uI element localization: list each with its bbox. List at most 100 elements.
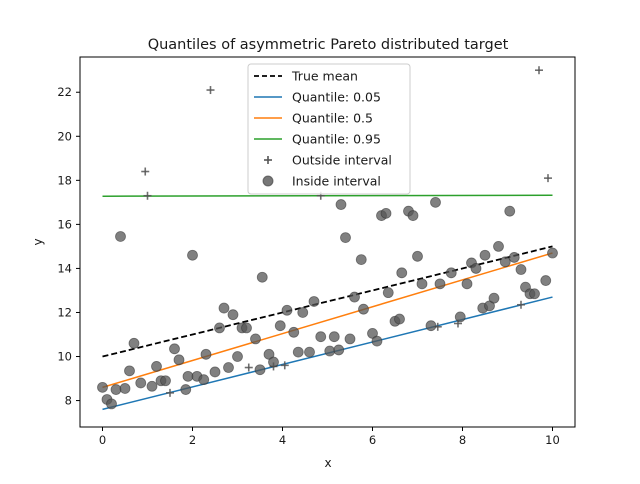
- inside-interval-point: [198, 374, 210, 386]
- outside-interval-point: [535, 66, 543, 75]
- inside-interval-point: [335, 199, 347, 210]
- inside-interval-point: [119, 383, 131, 394]
- inside-interval-point: [382, 287, 394, 299]
- inside-interval-point: [173, 354, 185, 366]
- line-true-mean: [102, 245, 553, 358]
- outside-interval-point: [166, 388, 174, 397]
- inside-interval-point: [256, 271, 268, 283]
- outside-interval-point: [544, 174, 552, 183]
- inside-interval-point: [214, 322, 225, 334]
- inside-interval-point: [281, 304, 293, 316]
- inside-interval-point: [470, 263, 482, 274]
- legend-item-outside-interval: Outside interval: [264, 153, 392, 168]
- legend-item-quantile-0-05: Quantile: 0.05: [254, 90, 381, 105]
- inside-interval-point: [304, 346, 315, 358]
- y-axis-label: y: [31, 238, 45, 245]
- inside-interval-point: [445, 267, 457, 279]
- inside-interval-point: [371, 335, 383, 347]
- inside-interval-point: [358, 303, 369, 315]
- inside-interval-point: [209, 366, 221, 378]
- outside-interval-point: [517, 300, 525, 309]
- inside-interval-point: [349, 291, 360, 303]
- y-tick-label: 16: [57, 217, 72, 231]
- inside-interval-point: [504, 205, 516, 217]
- inside-interval-point: [540, 275, 552, 286]
- legend-item-true-mean: True mean: [254, 69, 358, 84]
- outside-interval-point: [206, 86, 215, 95]
- inside-interval-point: [268, 356, 279, 368]
- inside-interval-point: [297, 307, 309, 318]
- y-tick-label: 12: [57, 305, 72, 319]
- inside-interval-point: [241, 322, 252, 334]
- inside-interval-point: [461, 278, 473, 290]
- inside-interval-point: [333, 344, 345, 356]
- outside-interval-point: [141, 167, 150, 176]
- inside-interval-point: [135, 377, 147, 389]
- inside-interval-point: [124, 365, 135, 377]
- inside-interval-point: [324, 345, 336, 357]
- x-tick-label: 8: [459, 433, 466, 447]
- x-tick-label: 0: [99, 433, 106, 447]
- inside-interval-point: [227, 309, 239, 321]
- outside-interval-point: [280, 361, 289, 370]
- inside-interval-point: [160, 375, 171, 387]
- inside-interval-point: [97, 381, 108, 393]
- inside-interval-point: [407, 210, 419, 221]
- legend-item-quantile-0-95: Quantile: 0.95: [254, 132, 381, 147]
- inside-interval-point: [180, 384, 192, 395]
- inside-interval-point: [308, 296, 320, 307]
- inside-interval-point: [169, 343, 180, 355]
- inside-interval-point: [315, 331, 327, 343]
- inside-interval-point: [292, 346, 304, 358]
- inside-interval-point: [355, 254, 367, 266]
- x-tick-label: 10: [545, 433, 560, 447]
- inside-interval-point: [396, 267, 408, 279]
- y-tick-label: 10: [57, 350, 72, 364]
- inside-interval-point: [412, 250, 423, 262]
- inside-interval-point: [328, 331, 340, 343]
- outside-interval-point: [244, 363, 253, 372]
- inside-interval-point: [223, 362, 234, 373]
- inside-interval-point: [493, 241, 504, 252]
- inside-interval-point: [254, 364, 266, 376]
- inside-interval-point: [394, 313, 405, 325]
- inside-interval-point: [115, 231, 126, 242]
- y-tick-label: 14: [57, 261, 72, 275]
- inside-interval-point: [425, 320, 437, 332]
- plot-area: [97, 66, 558, 411]
- line-quantile-0-95: [102, 194, 553, 197]
- x-tick-label: 4: [279, 433, 286, 447]
- inside-interval-point: [218, 302, 230, 314]
- inside-interval-point: [128, 337, 140, 349]
- inside-interval-point: [344, 333, 356, 345]
- outside-interval-point: [143, 191, 152, 200]
- x-tick-label: 2: [189, 433, 196, 447]
- legend-label: Quantile: 0.5: [292, 111, 373, 126]
- inside-interval-point: [232, 351, 243, 362]
- inside-interval-point: [274, 320, 286, 332]
- inside-interval-point: [434, 278, 446, 290]
- inside-interval-point: [151, 361, 162, 372]
- inside-interval-point: [146, 380, 158, 392]
- legend-label: Outside interval: [292, 153, 392, 168]
- axes: 0 2 4 6 8 10 8 10 12 14 16 18 20 22: [57, 56, 576, 447]
- legend-label: Quantile: 0.95: [292, 132, 381, 147]
- inside-interval-point: [547, 247, 558, 259]
- inside-interval-point: [454, 311, 466, 323]
- chart-title: Quantiles of asymmetric Pareto distribut…: [148, 37, 509, 53]
- legend-item-quantile-0-5: Quantile: 0.5: [254, 111, 373, 126]
- inside-interval-point: [340, 232, 351, 243]
- inside-interval-point: [380, 207, 392, 219]
- inside-interval-point: [187, 249, 198, 261]
- inside-interval-point: [200, 348, 212, 360]
- legend-item-inside-interval: Inside interval: [262, 174, 381, 189]
- inside-interval-point: [430, 196, 441, 208]
- inside-interval-point: [250, 333, 261, 345]
- y-tick-label: 8: [65, 394, 72, 408]
- x-axis-label: x: [324, 456, 331, 470]
- legend-label: True mean: [291, 69, 358, 84]
- y-tick-label: 18: [57, 173, 72, 187]
- inside-interval-point: [529, 288, 540, 300]
